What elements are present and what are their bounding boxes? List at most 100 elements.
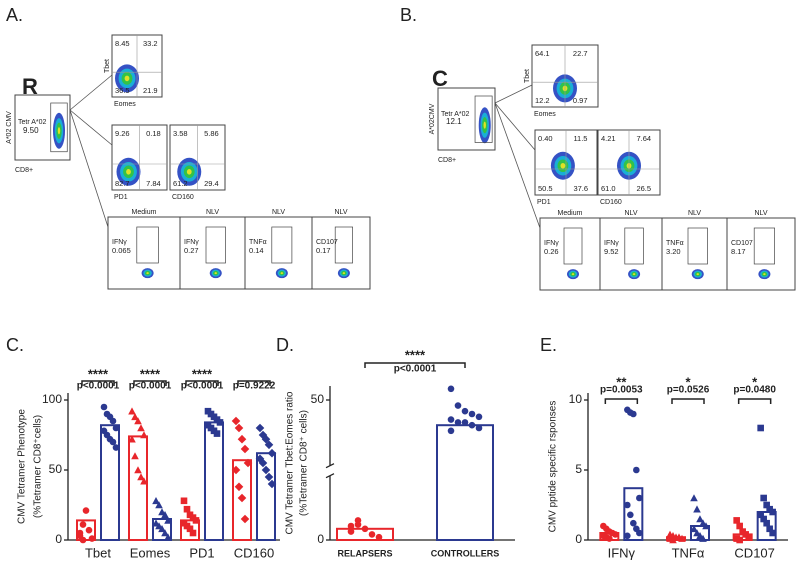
bar: [256, 452, 276, 542]
data-point: [164, 516, 172, 524]
p-value: p<0.0001: [181, 381, 224, 392]
quadrant-value: 5.86: [204, 129, 219, 138]
data-point: [183, 505, 191, 513]
connector-arrow: [69, 109, 113, 146]
data-point: [255, 423, 265, 433]
data-point: [267, 448, 277, 458]
panel-label: D.: [276, 335, 294, 355]
data-point: [690, 494, 698, 502]
axis-label: Tbet: [104, 59, 111, 73]
x-tick-label: Tbet: [85, 545, 111, 560]
quadrant-value: 12.2: [535, 96, 550, 105]
significance-stars: **: [616, 374, 627, 389]
density-blob: [632, 273, 636, 276]
connector-arrow: [494, 102, 541, 229]
data-point: [237, 493, 247, 503]
condition-label: NLV: [272, 209, 285, 216]
panel-label: C.: [6, 335, 24, 355]
bar: [128, 435, 148, 541]
data-point: [447, 427, 455, 435]
gate-label: Tetr A*02: [441, 111, 470, 118]
density-blob: [124, 75, 130, 82]
data-point: [100, 403, 108, 411]
connector-arrow: [494, 84, 533, 104]
significance-bracket: [671, 398, 705, 404]
data-point: [636, 494, 643, 502]
data-point: [192, 517, 200, 524]
data-point: [760, 515, 767, 523]
y-axis-label: (%Tetramer CD8⁺ cells): [299, 410, 310, 516]
quadrant-value: 61.2: [173, 179, 188, 188]
significance-bracket: [185, 380, 219, 386]
data-point: [693, 505, 701, 513]
gate-value: 3.20: [666, 247, 681, 256]
data-point: [636, 529, 643, 537]
group-label: C: [432, 66, 448, 91]
significance-bracket: [133, 380, 167, 386]
data-point: [85, 526, 93, 534]
density-blob: [571, 273, 575, 276]
y-tick-label: 100: [42, 392, 62, 406]
gate-value: 12.1: [446, 117, 462, 126]
data-point: [76, 529, 84, 537]
data-point: [669, 536, 677, 544]
gate: [687, 227, 708, 265]
x-tick-label: PD1: [189, 545, 214, 560]
significance-stars: *: [752, 374, 758, 389]
p-value: p<0.0001: [129, 381, 172, 392]
quadrant-value: 0.97: [573, 96, 588, 105]
y-axis-label: CMV Tetramer Phenotype: [17, 409, 28, 524]
data-point: [375, 533, 383, 541]
data-point: [234, 423, 244, 433]
quadrant-value: 61.0: [601, 184, 616, 193]
y-axis-label: CMV Tetramer Tbet:Eomes ratio: [285, 391, 296, 534]
data-point: [213, 430, 221, 437]
density-blob: [186, 169, 192, 175]
y-axis-label: (%Tetramer CD8⁺cells): [33, 415, 44, 518]
quadrant-value: 82.7: [115, 179, 130, 188]
y-tick-label: 0: [575, 532, 582, 546]
panel-label: B.: [400, 5, 417, 25]
quadrant-value: 21.9: [143, 86, 158, 95]
data-point: [240, 514, 250, 524]
data-point: [475, 413, 483, 421]
gate: [136, 226, 159, 264]
data-point: [678, 534, 686, 542]
data-point: [696, 515, 704, 523]
panel-label: A.: [6, 5, 23, 25]
data-point: [766, 525, 773, 533]
data-point: [690, 525, 698, 533]
density-blob: [214, 272, 217, 275]
quadrant-value: 64.1: [535, 49, 550, 58]
data-point: [347, 522, 355, 530]
data-point: [88, 535, 96, 542]
p-value: p<0.0001: [394, 364, 437, 375]
data-point: [161, 511, 169, 519]
gate-label: CD107: [316, 239, 338, 246]
data-point: [231, 465, 241, 475]
y-tick-label: 0: [317, 532, 324, 546]
gate-label: CD107: [731, 240, 753, 247]
quadrant-value: 4.21: [601, 134, 616, 143]
axis-break: [325, 473, 335, 479]
data-point: [264, 440, 274, 450]
data-point: [109, 417, 117, 425]
quadrant-value: 0.40: [538, 134, 553, 143]
data-point: [347, 528, 355, 535]
axis-break-gap: [327, 465, 333, 476]
axis-label: PD1: [114, 194, 128, 201]
quadrant-value: 29.4: [204, 179, 219, 188]
data-point: [131, 413, 139, 421]
significance-bracket: [237, 380, 271, 386]
data-point: [454, 402, 462, 409]
density-blob: [57, 127, 61, 135]
bar: [204, 421, 224, 541]
data-point: [140, 477, 148, 485]
condition-label: NLV: [624, 210, 637, 217]
quadrant-value: 7.64: [636, 134, 651, 143]
data-point: [137, 424, 145, 432]
panel-label: E.: [540, 335, 557, 355]
quadrant-value: 36.5: [115, 86, 130, 95]
quadrant-value: 22.7: [573, 49, 588, 58]
